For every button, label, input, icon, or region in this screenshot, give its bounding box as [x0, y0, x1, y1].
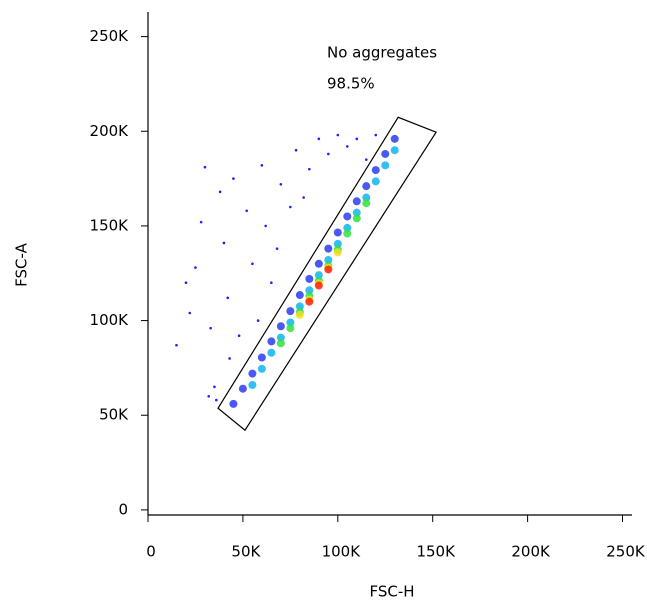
event-point [333, 239, 342, 248]
y-tick-label: 250K [90, 27, 130, 45]
event-point [295, 302, 304, 311]
event-point [352, 214, 361, 223]
event-point [390, 134, 399, 143]
event-point [343, 229, 352, 238]
event-point [314, 281, 323, 290]
event-point [305, 286, 314, 295]
gate [217, 116, 438, 432]
event-point [279, 182, 283, 186]
event-point [194, 266, 197, 269]
event-point [238, 384, 247, 393]
event-point [229, 399, 238, 408]
y-tick-label: 200K [90, 122, 130, 140]
event-point [362, 199, 371, 208]
event-point [188, 311, 192, 315]
event-point [228, 357, 231, 360]
event-point [302, 196, 305, 199]
event-point [207, 395, 211, 398]
event-point [218, 190, 222, 194]
event-point [237, 334, 241, 338]
event-point [286, 318, 295, 327]
event-point [270, 281, 273, 285]
y-tick-label: 50K [99, 406, 129, 424]
event-point [324, 265, 333, 274]
event-point [184, 281, 188, 285]
event-point [245, 209, 248, 213]
event-point [333, 248, 342, 257]
event-point [295, 310, 304, 319]
event-point [199, 220, 203, 224]
event-point [257, 353, 266, 362]
event-point [267, 337, 276, 346]
gate-percent: 98.5% [327, 75, 375, 93]
event-point [175, 343, 178, 347]
event-point [345, 145, 349, 148]
event-point [257, 364, 266, 373]
event-point [275, 247, 279, 250]
event-point [317, 137, 321, 141]
event-point [364, 158, 368, 161]
event-point [215, 398, 218, 402]
event-point [286, 324, 295, 333]
event-point [352, 208, 361, 217]
y-tick-label: 100K [90, 311, 130, 329]
x-tick-label: 50K [231, 543, 261, 561]
event-point [295, 291, 304, 300]
event-point [381, 161, 390, 170]
event-point [264, 224, 267, 228]
event-point [248, 369, 257, 378]
event-point [324, 244, 333, 253]
event-point [276, 339, 285, 348]
event-point [256, 319, 260, 322]
event-point [362, 193, 371, 202]
event-point [371, 177, 380, 186]
x-tick-label: 200K [511, 543, 551, 561]
x-tick-label: 150K [416, 543, 456, 561]
event-point [352, 197, 361, 206]
event-point [381, 149, 390, 158]
event-point [294, 148, 298, 152]
event-point [276, 333, 285, 342]
x-tick-label: 100K [322, 543, 362, 561]
y-tick-label: 0 [118, 500, 128, 518]
event-point [248, 380, 257, 389]
gate-name: No aggregates [327, 44, 437, 62]
event-point [305, 274, 314, 283]
event-point [308, 167, 311, 171]
y-axis-title: FSC-A [13, 242, 31, 286]
event-point [314, 259, 323, 268]
event-point [203, 165, 207, 169]
event-point [333, 228, 342, 237]
event-point [226, 296, 230, 300]
y-tick-label: 150K [90, 216, 130, 234]
event-point [260, 164, 264, 167]
event-point [251, 262, 254, 266]
event-point [355, 137, 359, 141]
event-point [209, 326, 212, 330]
x-tick-label: 250K [606, 543, 646, 561]
event-point [336, 133, 340, 137]
event-point [305, 297, 314, 306]
event-point [213, 385, 216, 389]
event-point [289, 205, 292, 209]
event-point [343, 212, 352, 221]
event-point [222, 241, 226, 245]
event-point [232, 177, 235, 180]
event-point [286, 307, 295, 316]
event-point [362, 182, 371, 191]
event-point [276, 322, 285, 331]
event-point [267, 348, 276, 357]
event-point [314, 271, 323, 280]
x-axis-title: FSC-H [369, 583, 414, 601]
event-point [343, 223, 352, 232]
event-point [324, 255, 333, 264]
x-tick-label: 0 [146, 543, 156, 561]
event-point [390, 146, 399, 155]
event-point [327, 152, 330, 156]
event-point [374, 133, 378, 137]
event-point [371, 166, 380, 175]
